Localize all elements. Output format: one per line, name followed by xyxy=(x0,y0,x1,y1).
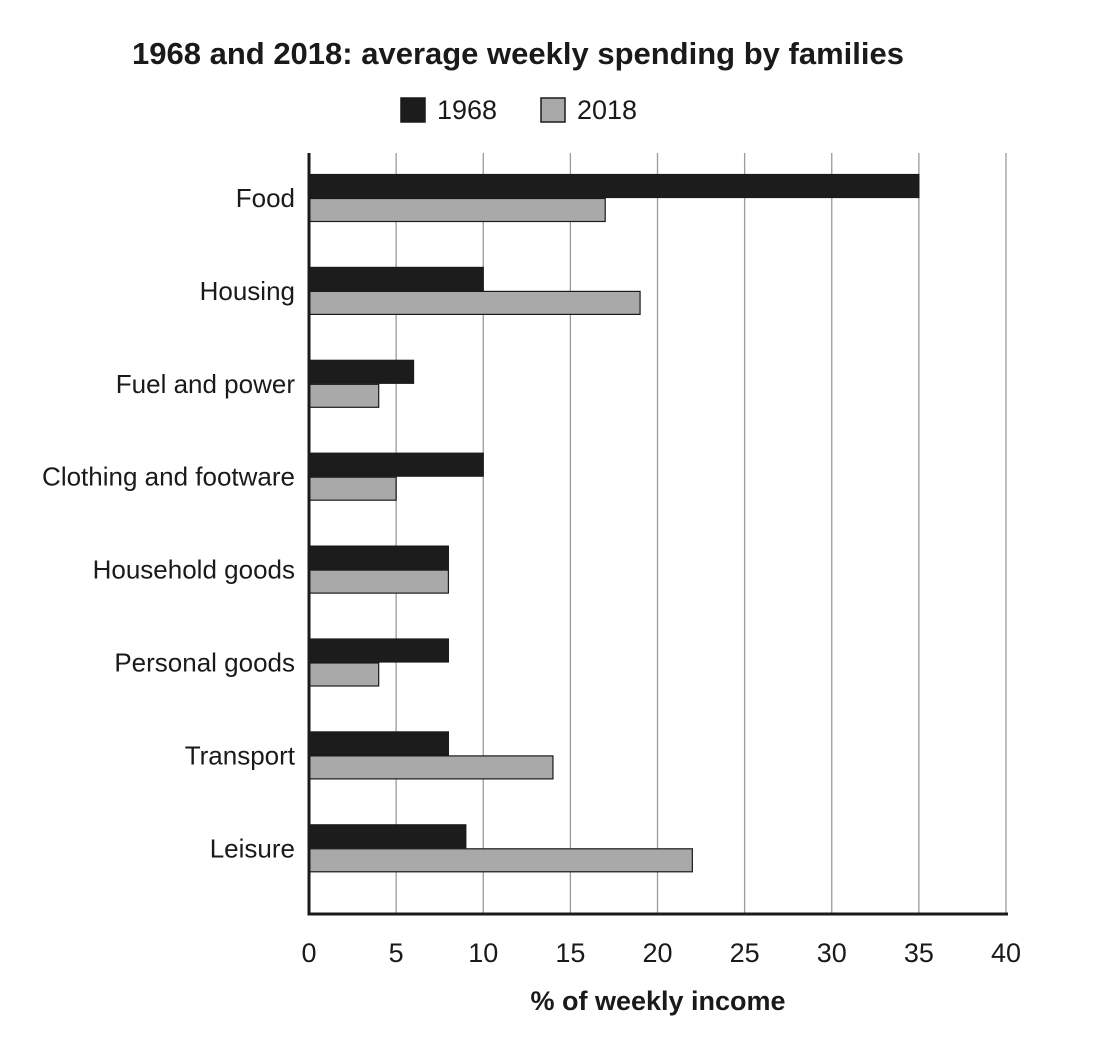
category-labels: Food Housing Fuel and power Clothing and fo… xyxy=(42,183,296,863)
x-tick-label-25: 25 xyxy=(730,938,760,968)
x-tick-label-40: 40 xyxy=(991,938,1021,968)
x-tick-label-30: 30 xyxy=(817,938,847,968)
bar-transport-1968 xyxy=(308,731,449,756)
bar-housing-2018 xyxy=(308,290,641,315)
x-tick-label-20: 20 xyxy=(642,938,672,968)
category-label-clothing-and-footware: Clothing and footware xyxy=(42,462,295,492)
x-tick-label-0: 0 xyxy=(301,938,316,968)
legend-label-2018: 2018 xyxy=(577,95,637,125)
bar-transport-2018 xyxy=(308,755,554,780)
legend: 1968 2018 xyxy=(400,95,637,125)
bar-personal-goods-1968 xyxy=(308,638,449,663)
x-tick-label-35: 35 xyxy=(904,938,934,968)
bar-household-goods-1968 xyxy=(308,545,449,570)
x-tick-label-10: 10 xyxy=(468,938,498,968)
category-label-transport: Transport xyxy=(185,740,296,770)
bars xyxy=(308,173,920,873)
category-label-food: Food xyxy=(236,183,295,213)
bar-food-2018 xyxy=(308,197,606,223)
bar-fuel-and-power-2018 xyxy=(308,383,380,408)
chart-title: 1968 and 2018: average weekly spending b… xyxy=(132,36,904,71)
bar-leisure-1968 xyxy=(308,824,467,849)
category-label-housing: Housing xyxy=(200,276,295,306)
bar-leisure-2018 xyxy=(308,848,693,873)
bar-personal-goods-2018 xyxy=(308,662,380,687)
bar-housing-1968 xyxy=(308,266,484,291)
category-label-leisure: Leisure xyxy=(210,833,295,863)
x-tick-label-5: 5 xyxy=(389,938,404,968)
x-axis-title: % of weekly income xyxy=(530,986,785,1016)
legend-swatch-2018 xyxy=(540,97,566,123)
bar-clothing-and-footware-1968 xyxy=(308,452,484,477)
x-tick-label-15: 15 xyxy=(555,938,585,968)
category-label-fuel-and-power: Fuel and power xyxy=(116,369,296,399)
category-label-household-goods: Household goods xyxy=(93,555,295,585)
bar-food-1968 xyxy=(308,173,920,199)
category-label-personal-goods: Personal goods xyxy=(114,648,295,678)
bar-household-goods-2018 xyxy=(308,569,449,594)
legend-label-1968: 1968 xyxy=(437,95,497,125)
bar-clothing-and-footware-2018 xyxy=(308,476,397,501)
bar-fuel-and-power-1968 xyxy=(308,359,415,384)
legend-swatch-1968 xyxy=(400,97,426,123)
gridlines xyxy=(395,153,1007,914)
x-tick-labels: 0 5 10 15 20 25 30 35 40 xyxy=(301,938,1021,968)
